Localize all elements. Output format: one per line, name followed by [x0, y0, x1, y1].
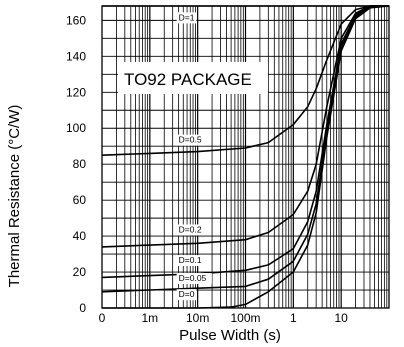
series-labels: D=1 D=0.5 D=0.2 D=0.1 D=0.05 D=0 — [177, 12, 212, 300]
y-tick-label: 120 — [66, 85, 86, 99]
series-label: D=0.2 — [179, 225, 202, 235]
x-tick-label: 1 — [290, 311, 297, 325]
y-tick-label: 100 — [66, 121, 86, 135]
series-label: D=1 — [179, 12, 195, 22]
x-tick-label: 10m — [186, 311, 209, 325]
y-tick-labels: 0 20 40 60 80 100 120 140 160 — [66, 13, 86, 315]
package-annotation: TO92 PACKAGE — [118, 62, 268, 94]
x-tick-labels: 0 1m 10m 100m 1 10 — [99, 311, 349, 325]
x-axis-title: Pulse Width (s) — [179, 327, 281, 344]
y-axis-title: Thermal Resistance (°C/W) — [6, 105, 23, 288]
series-label: D=0 — [179, 289, 195, 299]
y-tick-label: 40 — [73, 229, 87, 243]
y-tick-label: 160 — [66, 13, 86, 27]
package-label: TO92 PACKAGE — [124, 70, 252, 89]
series-label: D=0.5 — [179, 135, 202, 145]
y-tick-label: 0 — [79, 301, 86, 315]
x-tick-label: 100m — [230, 311, 260, 325]
series-label: D=0.1 — [179, 255, 202, 265]
grid — [102, 6, 389, 308]
series-label: D=0.05 — [179, 273, 207, 283]
x-tick-label: 10 — [334, 311, 348, 325]
y-tick-label: 20 — [73, 265, 87, 279]
x-tick-label: 1m — [141, 311, 158, 325]
y-tick-label: 60 — [73, 193, 87, 207]
y-tick-label: 140 — [66, 49, 86, 63]
x-tick-label: 0 — [99, 311, 106, 325]
y-tick-label: 80 — [73, 157, 87, 171]
